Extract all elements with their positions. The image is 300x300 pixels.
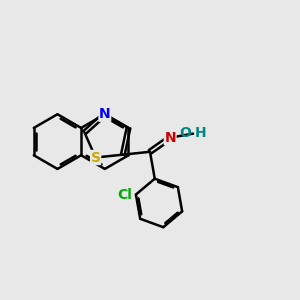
Text: O: O [179,126,191,140]
Text: S: S [91,151,100,164]
Text: N: N [164,131,176,145]
Text: N: N [99,107,111,121]
Text: H: H [195,126,207,140]
Text: Cl: Cl [117,188,132,202]
